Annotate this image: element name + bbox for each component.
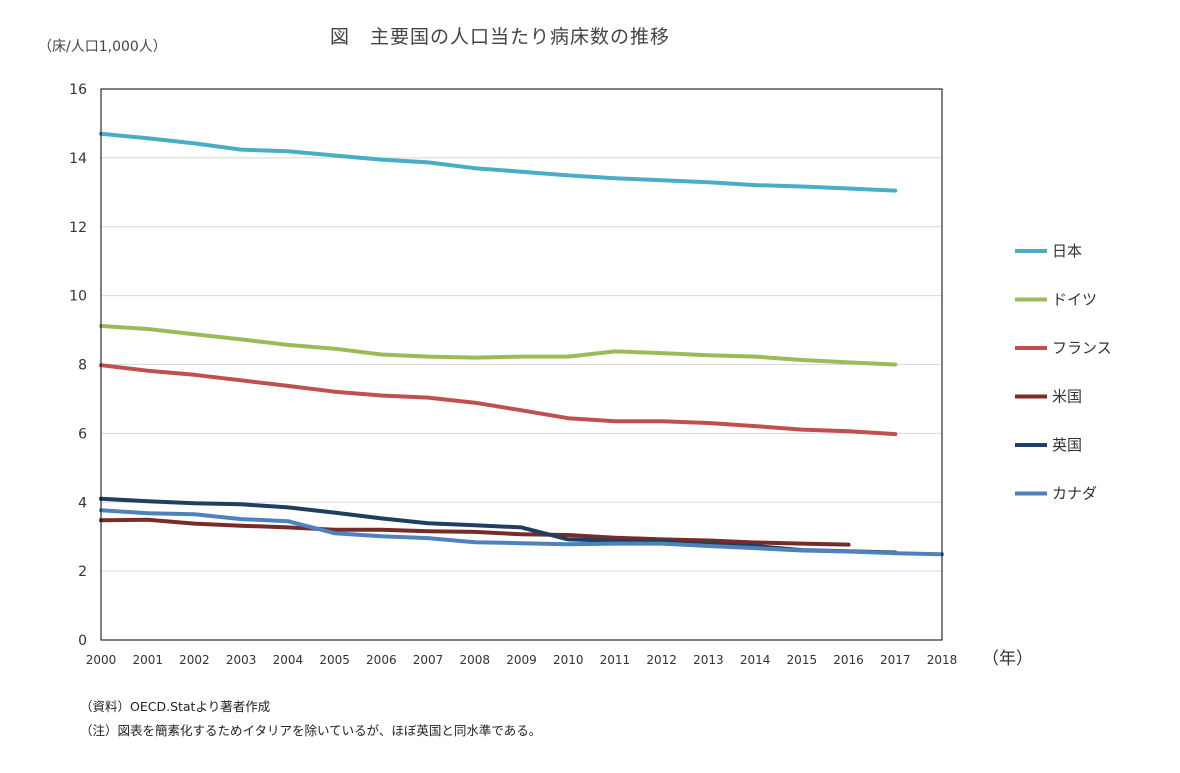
x-tick-label: 2000 (86, 653, 117, 667)
x-tick-label: 2011 (600, 653, 631, 667)
y-tick-label: 12 (69, 220, 87, 236)
y-tick-label: 6 (78, 426, 87, 442)
x-tick-label: 2017 (880, 653, 911, 667)
y-tick-label: 10 (69, 289, 87, 305)
x-tick-label: 2012 (646, 653, 677, 667)
x-tick-label: 2015 (787, 653, 818, 667)
x-tick-label: 2004 (273, 653, 304, 667)
plot-area-border (100, 88, 943, 641)
series-lines (99, 131, 944, 557)
x-tick-label: 2010 (553, 653, 584, 667)
x-tick-label: 2009 (506, 653, 537, 667)
y-tick-labels: 0 2 4 6 8 10 12 14 16 (69, 82, 87, 649)
x-tick-label: 2005 (319, 653, 350, 667)
legend-label: カナダ (1052, 485, 1097, 503)
y-tick-label: 8 (78, 358, 87, 374)
x-tick-label: 2006 (366, 653, 397, 667)
legend-label: 英国 (1052, 436, 1082, 454)
x-tick-label: 2001 (132, 653, 163, 667)
x-tick-label: 2016 (833, 653, 864, 667)
grid-lines (101, 157, 942, 572)
series-line (99, 131, 898, 193)
y-tick-label: 2 (78, 564, 87, 580)
y-tick-label: 14 (69, 151, 87, 167)
legend-label: 日本 (1052, 242, 1082, 260)
x-axis-unit-label: （年） (982, 649, 1033, 669)
x-tick-label: 2007 (413, 653, 444, 667)
chart-title: 図 主要国の人口当たり病床数の推移 (330, 26, 671, 48)
y-tick-label: 16 (69, 82, 87, 98)
x-tick-label: 2018 (927, 653, 958, 667)
legend-label: ドイツ (1052, 291, 1097, 309)
legend-label: 米国 (1052, 388, 1082, 406)
legend-label: フランス (1052, 339, 1112, 357)
y-tick-label: 4 (78, 495, 87, 511)
series-line (99, 508, 944, 557)
x-tick-label: 2013 (693, 653, 724, 667)
series-line (99, 323, 898, 367)
y-axis-unit-label: （床/人口1,000人） (38, 39, 167, 55)
x-tick-label: 2003 (226, 653, 257, 667)
x-tick-labels: 2000 2001 2002 2003 2004 2005 2006 2007 2008 2009… (86, 653, 958, 667)
x-tick-label: 2014 (740, 653, 771, 667)
x-tick-label: 2002 (179, 653, 210, 667)
footnote: （注）図表を簡素化するためイタリアを除いているが、ほぼ英国と同水準である。 (80, 723, 542, 738)
x-tick-label: 2008 (460, 653, 491, 667)
y-tick-label: 0 (78, 633, 87, 649)
source-note: （資料）OECD.Statより著者作成 (80, 699, 271, 714)
series-line (99, 363, 898, 437)
series-line (99, 517, 851, 547)
